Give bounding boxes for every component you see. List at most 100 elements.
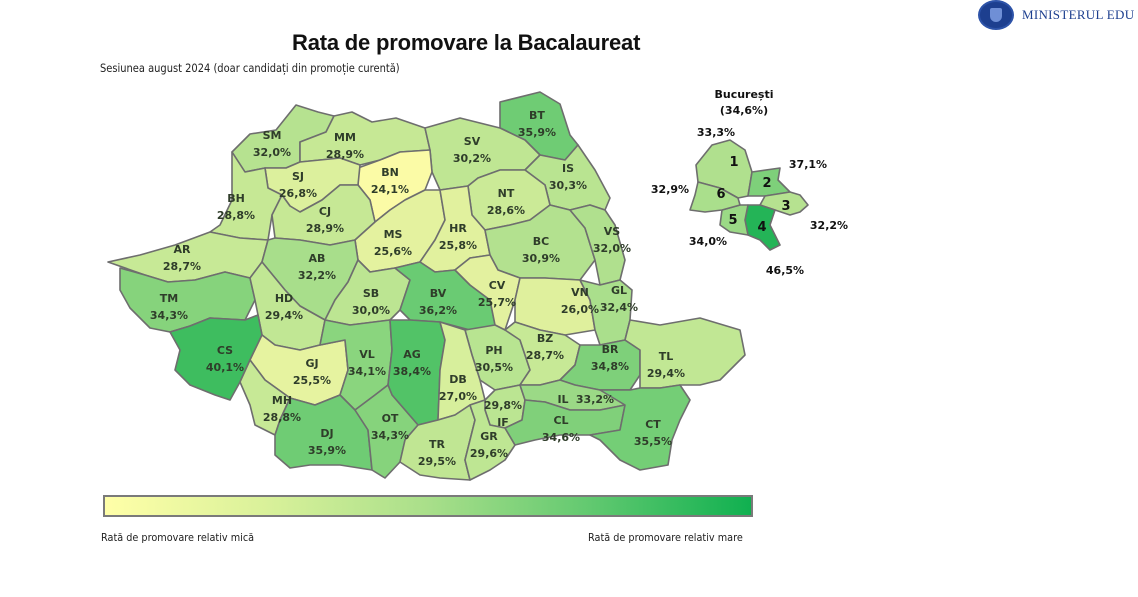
label-BV-value: 36,2%	[419, 304, 457, 317]
sector-5[interactable]	[719, 204, 749, 236]
sector-6-number: 6	[716, 187, 725, 202]
label-BH-code: BH	[227, 192, 245, 205]
label-DJ-code: DJ	[320, 427, 333, 440]
label-DB-code: DB	[449, 373, 467, 386]
label-AR-value: 28,7%	[163, 260, 201, 273]
label-BN-code: BN	[381, 166, 399, 179]
label-OT-code: OT	[382, 412, 399, 425]
legend-low-label: Rată de promovare relativ mică	[101, 531, 255, 544]
label-IS-value: 30,3%	[549, 179, 587, 192]
label-VL-value: 34,1%	[348, 365, 386, 378]
label-BR-value: 34,8%	[591, 360, 629, 373]
sector-4-number: 4	[757, 220, 766, 235]
label-GL-code: GL	[611, 284, 627, 297]
county-TL[interactable]	[624, 317, 746, 389]
label-GL-value: 32,4%	[600, 301, 638, 314]
label-MM-value: 28,9%	[326, 148, 364, 161]
county-VS[interactable]	[569, 204, 626, 286]
label-TR-code: TR	[429, 438, 446, 451]
bucuresti-title: București	[714, 88, 773, 101]
label-MH-code: MH	[272, 394, 292, 407]
label-OT-value: 34,3%	[371, 429, 409, 442]
label-DB-value: 27,0%	[439, 390, 477, 403]
label-AR-code: AR	[174, 243, 192, 256]
label-VN-code: VN	[571, 286, 589, 299]
label-SM-code: SM	[263, 129, 282, 142]
label-IS-code: IS	[562, 162, 574, 175]
label-CL-code: CL	[553, 414, 568, 427]
sector-2-number: 2	[762, 176, 771, 191]
county-VN[interactable]	[514, 277, 596, 336]
label-HR-value: 25,8%	[439, 239, 477, 252]
label-IL-value: 33,2%	[576, 393, 614, 406]
label-GJ-value: 25,5%	[293, 374, 331, 387]
label-BV-code: BV	[430, 287, 447, 300]
label-TM-code: TM	[160, 292, 178, 305]
label-SV-value: 30,2%	[453, 152, 491, 165]
label-TL-value: 29,4%	[647, 367, 685, 380]
coat-of-arms-icon	[978, 0, 1014, 30]
page-subtitle: Sesiunea august 2024 (doar candidați din…	[100, 61, 400, 75]
label-HD-value: 29,4%	[265, 309, 303, 322]
label-IF-value: 29,8%	[484, 399, 522, 412]
county-labels: SM 32,0% MM 28,9% BT 35,9% SV 30,2% BN 2…	[150, 109, 685, 468]
sector-5-number: 5	[728, 213, 737, 228]
label-BH-value: 28,8%	[217, 209, 255, 222]
label-VN-value: 26,0%	[561, 303, 599, 316]
label-AB-code: AB	[309, 252, 326, 265]
label-CV-code: CV	[489, 279, 506, 292]
label-MS-value: 25,6%	[374, 245, 412, 258]
label-BT-value: 35,9%	[518, 126, 556, 139]
label-CS-value: 40,1%	[206, 361, 244, 374]
label-CL-value: 34,6%	[542, 431, 580, 444]
sector-1[interactable]	[695, 139, 753, 199]
label-CV-value: 25,7%	[478, 296, 516, 309]
label-VS-code: VS	[604, 225, 621, 238]
label-TL-code: TL	[659, 350, 674, 363]
label-HR-code: HR	[449, 222, 467, 235]
label-DJ-value: 35,9%	[308, 444, 346, 457]
label-SM-value: 32,0%	[253, 146, 291, 159]
page-title: Rata de promovare la Bacalaureat	[292, 30, 641, 55]
color-scale-bar	[103, 495, 753, 517]
label-PH-value: 30,5%	[475, 361, 513, 374]
label-CT-value: 35,5%	[634, 435, 672, 448]
county-shapes	[107, 91, 746, 481]
label-MM-code: MM	[334, 131, 356, 144]
label-CJ-code: CJ	[319, 205, 331, 218]
ministry-logo: MINISTERUL EDU	[978, 0, 1134, 30]
label-GR-value: 29,6%	[470, 447, 508, 460]
sector-1-value: 33,3%	[697, 126, 735, 139]
label-AG-code: AG	[403, 348, 421, 361]
legend-high-label: Rată de promovare relativ mare	[588, 531, 743, 544]
county-CT[interactable]	[589, 384, 691, 471]
label-BZ-value: 28,7%	[526, 349, 564, 362]
label-AG-value: 38,4%	[393, 365, 431, 378]
label-BR-code: BR	[602, 343, 619, 356]
label-BN-value: 24,1%	[371, 183, 409, 196]
label-BZ-code: BZ	[537, 332, 553, 345]
county-GR[interactable]	[464, 399, 516, 481]
label-BC-code: BC	[533, 235, 549, 248]
sector-5-value: 34,0%	[689, 235, 727, 248]
label-BC-value: 30,9%	[522, 252, 560, 265]
label-NT-value: 28,6%	[487, 204, 525, 217]
sector-4-value: 46,5%	[766, 264, 804, 277]
label-BT-code: BT	[529, 109, 545, 122]
label-MH-value: 28,8%	[263, 411, 301, 424]
label-GJ-code: GJ	[305, 357, 318, 370]
sector-3-value: 32,2%	[810, 219, 848, 232]
sector-3-number: 3	[781, 199, 790, 214]
label-CT-code: CT	[645, 418, 661, 431]
label-SJ-value: 26,8%	[279, 187, 317, 200]
label-IF-code: IF	[497, 416, 509, 429]
label-SV-code: SV	[464, 135, 481, 148]
label-TM-value: 34,3%	[150, 309, 188, 322]
label-VL-code: VL	[359, 348, 375, 361]
logo-text: MINISTERUL EDU	[1022, 7, 1135, 22]
bucuresti-inset: București (34,6%) 1 2 3 4 5 6 33,3% 37,1…	[651, 88, 848, 277]
sector-6[interactable]	[689, 181, 741, 213]
label-TR-value: 29,5%	[418, 455, 456, 468]
label-SB-value: 30,0%	[352, 304, 390, 317]
